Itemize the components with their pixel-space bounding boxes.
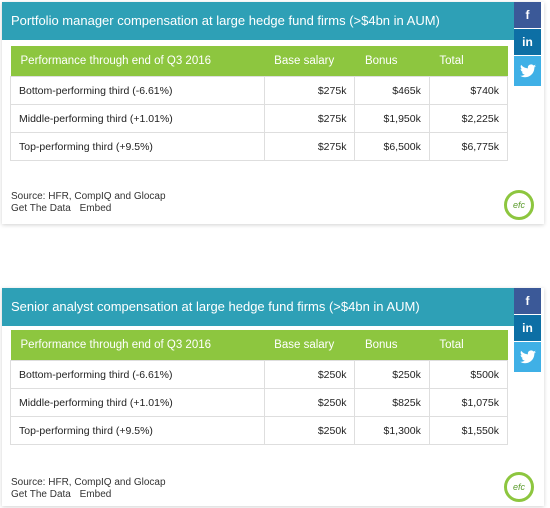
compensation-card-portfolio-manager: Portfolio manager compensation at large … (2, 2, 544, 224)
twitter-icon (519, 350, 536, 364)
row-label: Bottom-performing third (-6.61%) (10, 76, 265, 105)
table-row: Top-performing third (+9.5%) $250k $1,30… (10, 416, 509, 445)
base-salary-cell: $275k (263, 132, 356, 161)
header-base-salary: Base salary (264, 330, 355, 361)
table-header-row: Performance through end of Q3 2016 Base … (10, 330, 508, 361)
base-salary-cell: $250k (263, 416, 356, 445)
header-bonus: Bonus (354, 46, 430, 77)
twitter-share-button[interactable] (514, 56, 541, 86)
logo-text: efc (512, 200, 525, 210)
header-bonus: Bonus (354, 330, 430, 361)
table-row: Bottom-performing third (-6.61%) $275k $… (10, 76, 509, 105)
total-cell: $740k (428, 76, 509, 105)
header-performance: Performance through end of Q3 2016 (10, 330, 265, 361)
bonus-cell: $6,500k (354, 132, 430, 161)
bonus-cell: $825k (354, 388, 430, 417)
embed-link[interactable]: Embed (79, 203, 112, 214)
total-cell: $2,225k (428, 104, 509, 133)
card-title: Portfolio manager compensation at large … (2, 2, 514, 40)
twitter-icon (519, 64, 536, 78)
linkedin-share-button[interactable]: in (514, 29, 541, 55)
row-label: Top-performing third (+9.5%) (10, 132, 265, 161)
facebook-icon: f (525, 8, 530, 22)
bonus-cell: $1,300k (354, 416, 430, 445)
source-text: Source: HFR, CompIQ and Glocap (11, 191, 166, 202)
efc-logo: efc (504, 472, 534, 502)
table-row: Top-performing third (+9.5%) $275k $6,50… (10, 132, 509, 161)
embed-link[interactable]: Embed (79, 489, 112, 500)
card-footer: Source: HFR, CompIQ and Glocap Get The D… (11, 477, 166, 501)
compensation-table: Performance through end of Q3 2016 Base … (10, 330, 509, 445)
header-performance: Performance through end of Q3 2016 (10, 46, 265, 77)
table-header-row: Performance through end of Q3 2016 Base … (10, 46, 508, 77)
compensation-table: Performance through end of Q3 2016 Base … (10, 46, 509, 161)
row-label: Middle-performing third (+1.01%) (10, 104, 265, 133)
facebook-share-button[interactable]: f (514, 2, 541, 28)
total-cell: $1,550k (428, 416, 509, 445)
source-text: Source: HFR, CompIQ and Glocap (11, 477, 166, 488)
row-label: Middle-performing third (+1.01%) (10, 388, 265, 417)
table-row: Middle-performing third (+1.01%) $275k $… (10, 104, 509, 133)
twitter-share-button[interactable] (514, 342, 541, 372)
row-label: Bottom-performing third (-6.61%) (10, 360, 265, 389)
facebook-icon: f (525, 294, 530, 308)
linkedin-share-button[interactable]: in (514, 315, 541, 341)
bonus-cell: $250k (354, 360, 430, 389)
base-salary-cell: $275k (263, 104, 356, 133)
table-row: Middle-performing third (+1.01%) $250k $… (10, 388, 509, 417)
base-salary-cell: $250k (263, 360, 356, 389)
linkedin-icon: in (522, 35, 533, 49)
table-row: Bottom-performing third (-6.61%) $250k $… (10, 360, 509, 389)
total-cell: $500k (428, 360, 509, 389)
header-base-salary: Base salary (264, 46, 355, 77)
row-label: Top-performing third (+9.5%) (10, 416, 265, 445)
bonus-cell: $1,950k (354, 104, 430, 133)
card-footer: Source: HFR, CompIQ and Glocap Get The D… (11, 191, 166, 215)
base-salary-cell: $250k (263, 388, 356, 417)
bonus-cell: $465k (354, 76, 430, 105)
efc-logo: efc (504, 190, 534, 220)
get-the-data-link[interactable]: Get The Data (11, 489, 71, 500)
compensation-card-senior-analyst: Senior analyst compensation at large hed… (2, 288, 544, 506)
facebook-share-button[interactable]: f (514, 288, 541, 314)
header-total: Total (429, 46, 508, 77)
linkedin-icon: in (522, 321, 533, 335)
total-cell: $1,075k (428, 388, 509, 417)
logo-text: efc (512, 482, 525, 492)
base-salary-cell: $275k (263, 76, 356, 105)
card-title: Senior analyst compensation at large hed… (2, 288, 514, 326)
header-total: Total (429, 330, 508, 361)
total-cell: $6,775k (428, 132, 509, 161)
get-the-data-link[interactable]: Get The Data (11, 203, 71, 214)
